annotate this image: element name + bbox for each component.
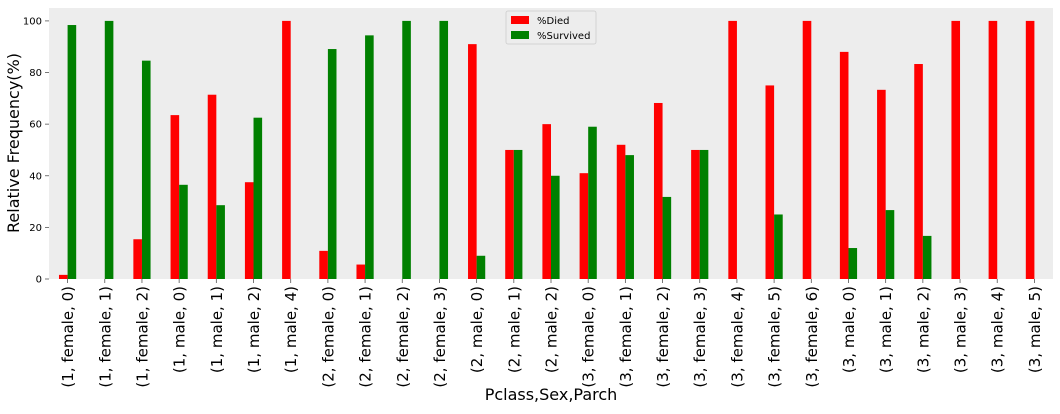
bar-died-11 [468,44,477,279]
bar-survived-12 [513,149,523,279]
x-tick-label: (2, female, 3) [431,286,449,388]
bar-survived-4 [216,205,225,279]
bar-died-22 [877,89,886,279]
bar-survived-2 [141,60,151,280]
y-tick-label: 40 [29,171,42,182]
y-tick-label: 0 [36,275,42,286]
x-tick-label: (1, female, 1) [96,286,114,388]
bar-survived-0 [67,25,77,280]
x-tick-label: (3, female, 3) [691,286,709,388]
bar-died-8 [356,264,366,279]
y-tick-label: 80 [29,68,42,79]
bar-survived-5 [253,117,263,279]
x-tick-label: (1, male, 0) [171,286,189,373]
y-axis-label: Relative Frequency(%) [4,53,23,233]
x-tick-label: (3, male, 3) [952,286,970,373]
bar-survived-7 [327,49,337,279]
bar-survived-14 [588,126,597,279]
x-tick-label: (2, female, 2) [394,286,412,388]
bar-died-16 [653,102,663,279]
bar-survived-17 [699,149,709,279]
legend-label-survived: %Survived [537,31,590,42]
bar-died-13 [542,124,551,279]
x-tick-label: (3, male, 0) [840,286,858,373]
x-tick-label: (3, male, 5) [1026,286,1044,373]
bar-died-23 [914,64,923,279]
x-tick-label: (3, female, 5) [766,286,784,388]
bars-group [58,20,1035,280]
bar-survived-1 [104,20,114,280]
bar-died-18 [728,20,737,280]
bar-died-26 [1025,20,1035,280]
bar-died-3 [170,115,180,279]
x-tick-label: (1, male, 1) [208,286,226,373]
x-tick-label: (2, female, 0) [319,286,337,388]
x-tick-label: (3, male, 4) [989,286,1007,373]
bar-died-7 [319,250,328,279]
x-tick-label: (1, female, 2) [133,286,151,388]
x-tick-label: (1, male, 2) [245,286,263,373]
x-tick-label: (3, male, 2) [914,286,932,373]
y-tick-label: 100 [23,16,42,27]
bar-died-20 [802,20,812,280]
bar-survived-8 [365,35,374,279]
bar-died-0 [58,274,68,279]
x-tick-label: (3, female, 2) [654,286,672,388]
bar-survived-22 [885,210,895,279]
bar-survived-19 [774,214,783,279]
bar-died-14 [579,173,589,279]
x-tick-label: (3, female, 6) [803,286,821,388]
bar-survived-9 [402,20,411,280]
bar-died-17 [691,149,700,279]
legend-label-died: %Died [537,16,569,27]
x-tick-label: (2, female, 1) [357,286,375,388]
bar-survived-16 [662,196,672,279]
bar-died-21 [839,51,849,279]
bar-died-19 [765,85,775,280]
bar-survived-23 [922,235,932,279]
bar-died-25 [988,20,998,280]
x-tick-label: (1, male, 4) [282,286,300,373]
bar-survived-15 [625,155,634,279]
legend-swatch-died [511,16,529,24]
x-tick-label: (2, male, 0) [468,286,486,373]
bar-survived-3 [179,184,188,279]
bar-survived-11 [476,255,486,279]
bar-died-2 [133,239,142,279]
bar-survived-21 [848,248,858,279]
x-tick-label: (2, male, 1) [505,286,523,373]
bar-survived-13 [551,175,560,279]
y-tick-label: 20 [29,223,42,234]
bar-died-12 [505,149,514,279]
x-tick-label: (2, male, 2) [543,286,561,373]
legend-swatch-survived [511,31,529,39]
bar-survived-10 [439,20,449,280]
bar-died-6 [282,20,291,280]
x-axis-label: Pclass,Sex,Parch [485,385,618,404]
x-tick-label: (3, female, 0) [580,286,598,388]
legend: %Died %Survived [505,10,597,45]
x-tick-label: (3, female, 1) [617,286,635,388]
x-tick-label: (1, female, 0) [59,286,77,388]
bar-died-4 [207,94,217,279]
x-tick-label: (3, male, 1) [877,286,895,373]
x-axis-ticks: (1, female, 0) (1, female, 1) (1, female, … [59,279,1044,388]
bar-died-5 [244,182,254,279]
y-axis-ticks: 0 20 40 60 80 100 [23,16,49,286]
bar-died-24 [951,20,961,280]
bar-died-15 [616,144,626,279]
y-tick-label: 60 [29,120,42,131]
x-tick-label: (3, female, 4) [728,286,746,388]
